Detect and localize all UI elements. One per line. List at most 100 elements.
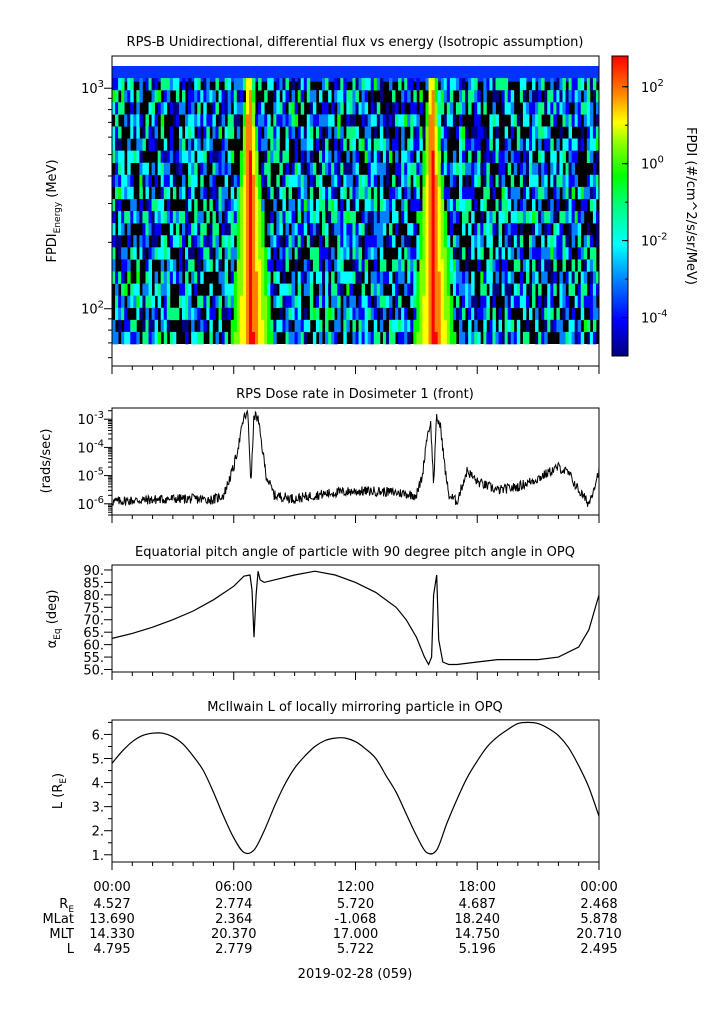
heatmap-cell [510, 331, 515, 345]
heatmap-cell [367, 235, 372, 248]
heatmap-cell [343, 319, 347, 333]
heatmap-cell [392, 283, 396, 296]
heatmap-cell [346, 223, 350, 236]
heatmap-cell [236, 211, 241, 224]
heatmap-cell [245, 114, 250, 127]
heatmap-cell [285, 331, 289, 345]
heatmap-cell [556, 247, 560, 260]
heatmap-cell [230, 223, 235, 236]
heatmap-cell [239, 150, 244, 163]
heatmap-cell [376, 78, 381, 91]
heatmap-cell [312, 90, 317, 103]
heatmap-cell [115, 186, 119, 200]
heatmap-cell [449, 78, 454, 91]
heatmap-cell [385, 150, 390, 163]
heatmap-cell [252, 126, 256, 139]
heatmap-cell [498, 150, 502, 163]
heatmap-cell [112, 90, 116, 103]
heatmap-cell [239, 102, 244, 115]
heatmap-cell [483, 319, 487, 333]
heatmap-cell [215, 186, 219, 200]
ephemeris-value-0-2: 5.720 [337, 897, 374, 912]
heatmap-cell [516, 150, 521, 163]
heatmap-cell [178, 150, 183, 163]
heatmap-cell [118, 150, 122, 163]
heatmap-cell [252, 138, 256, 151]
heatmap-cell [595, 307, 599, 321]
heatmap-cell [188, 174, 192, 188]
heatmap-cell [282, 247, 286, 260]
heatmap-cell [431, 295, 436, 309]
heatmap-cell [300, 198, 305, 212]
heatmap-cell [349, 235, 353, 248]
heatmap-cell [373, 331, 378, 345]
heatmap-cell [592, 90, 597, 103]
heatmap-cell [407, 78, 411, 91]
heatmap-cell [328, 211, 332, 224]
heatmap-cell [559, 126, 563, 139]
heatmap-cell [592, 198, 597, 212]
heatmap-cell [385, 211, 390, 224]
heatmap-cell [185, 283, 189, 296]
heatmap-cell [209, 235, 213, 248]
heatmap-cell [300, 126, 305, 139]
heatmap-cell [413, 174, 417, 188]
heatmap-cell [297, 186, 302, 200]
heatmap-cell [157, 90, 162, 103]
heatmap-cell [188, 162, 192, 176]
heatmap-cell [297, 174, 302, 188]
heatmap-cell [322, 150, 326, 163]
heatmap-cell [480, 198, 484, 212]
heatmap-cell [264, 114, 268, 127]
heatmap-cell [367, 295, 372, 309]
heatmap-cell [574, 114, 579, 127]
heatmap-cell [541, 162, 545, 176]
heatmap-cell [361, 307, 366, 321]
heatmap-cell [449, 211, 454, 224]
heatmap-cell [148, 102, 152, 115]
heatmap-cell [544, 259, 548, 272]
heatmap-cell [382, 223, 387, 236]
heatmap-cell [227, 198, 232, 212]
heatmap-cell [379, 271, 384, 284]
heatmap-cell [151, 186, 156, 200]
heatmap-cell [303, 126, 308, 139]
heatmap-cell [553, 150, 557, 163]
ephemeris-value-1-1: 2.364 [215, 912, 252, 927]
heatmap-cell [553, 174, 557, 188]
heatmap-cell [483, 307, 487, 321]
heatmap-cell [471, 283, 475, 296]
heatmap-cell [364, 259, 369, 272]
heatmap-cell [267, 114, 271, 127]
heatmap-cell [221, 331, 226, 345]
heatmap-cell [535, 247, 539, 260]
heatmap-cell [471, 271, 475, 284]
heatmap-cell [376, 331, 381, 345]
heatmap-cell [112, 78, 116, 91]
heatmap-cell [221, 114, 226, 127]
heatmap-cell [133, 150, 137, 163]
heatmap-cell [227, 223, 232, 236]
heatmap-cell [455, 126, 460, 139]
heatmap-cell [218, 198, 222, 212]
heatmap-cell [443, 223, 448, 236]
heatmap-cell [565, 90, 569, 103]
heatmap-cell [449, 271, 454, 284]
heatmap-cell [577, 295, 582, 309]
heatmap-cell [224, 211, 229, 224]
heatmap-cell [525, 102, 530, 115]
heatmap-cell [428, 283, 432, 296]
heatmap-cell [483, 223, 487, 236]
heatmap-cell [258, 114, 262, 127]
heatmap-cell [337, 102, 341, 115]
heatmap-cell [121, 78, 125, 91]
heatmap-cell [370, 114, 375, 127]
heatmap-cell [258, 198, 262, 212]
heatmap-cell [239, 283, 244, 296]
heatmap-cell [477, 90, 481, 103]
heatmap-cell [258, 78, 262, 91]
heatmap-cell [136, 150, 140, 163]
heatmap-cell [492, 90, 496, 103]
heatmap-cell [306, 271, 311, 284]
